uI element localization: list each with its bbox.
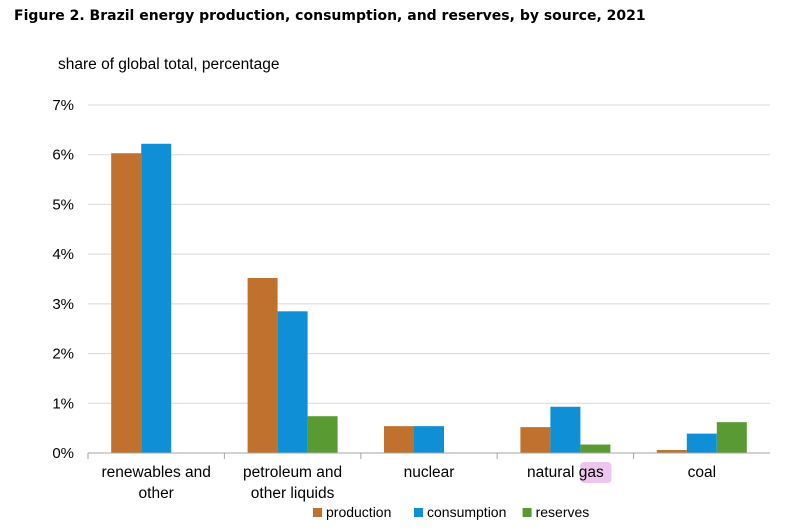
y-tick-label: 3% [52,296,74,313]
text-highlight [580,462,612,483]
grid-lines [88,104,770,404]
bar-consumption [141,143,172,453]
legend: production consumption reserves [313,504,589,520]
bar-consumption [277,311,308,453]
y-tick-label: 0% [52,445,74,462]
category-label: renewables and other [101,464,210,502]
legend-swatch-reserves [522,508,532,517]
bar-production [247,278,278,453]
bar-production [520,427,551,453]
category-label: coal [688,464,716,481]
axes [87,452,770,459]
figure-title: Figure 2. Brazil energy production, cons… [14,8,646,24]
bar-production [656,450,687,453]
category-label: natural gas [527,464,604,481]
bar-reserves [716,422,747,453]
bar-consumption [686,433,717,453]
y-tick-label: 1% [52,395,74,412]
y-tick-label: 4% [52,246,74,263]
bar-production [111,153,142,454]
category-labels: renewables and other petroleum and other li… [101,462,716,502]
bar-production [384,426,414,453]
y-tick-labels: 0% 1% 2% 3% 4% 5% 6% 7% [52,97,74,462]
y-tick-label: 2% [52,346,74,363]
y-axis-label: share of global total, percentage [58,56,279,73]
bar-consumption [414,426,444,453]
y-tick-label: 7% [52,97,74,114]
bar-consumption [550,406,581,453]
legend-label-production: production [326,504,391,520]
legend-swatch-production [313,508,322,517]
category-label: nuclear [404,464,455,481]
y-tick-label: 6% [52,147,74,164]
legend-label-reserves: reserves [536,504,590,520]
y-tick-label: 5% [52,196,74,213]
bar-reserves [307,416,338,453]
legend-swatch-consumption [414,508,423,517]
legend-label-consumption: consumption [427,504,506,520]
bars [111,143,747,454]
category-label: petroleum and other liquids [243,464,342,502]
bar-reserves [580,444,611,453]
